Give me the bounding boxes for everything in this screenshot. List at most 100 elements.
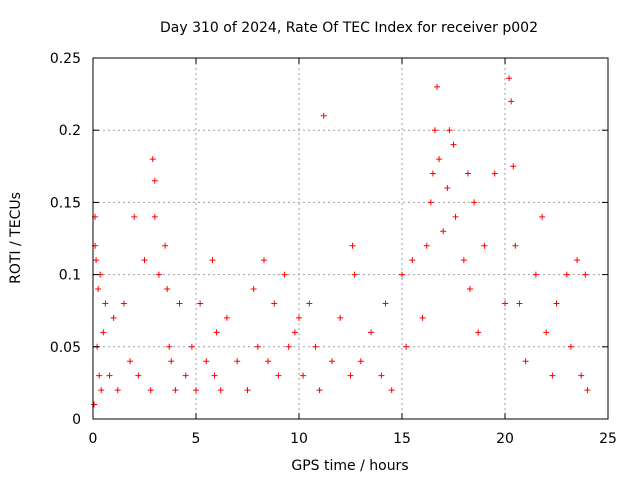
data-point [502, 300, 508, 307]
data-point [522, 358, 529, 365]
axis-tick-labels: 0 5 10 15 20 25 0 0.05 0.1 0.15 0.2 0.25 [50, 51, 617, 447]
data-point [172, 387, 179, 394]
data-point [135, 372, 142, 379]
data-point [254, 343, 261, 350]
data-point [508, 98, 515, 105]
data-point [312, 343, 319, 350]
y-tick-label: 0.05 [50, 340, 81, 356]
data-point [471, 199, 478, 206]
data-point [532, 271, 539, 278]
data-point [106, 372, 113, 379]
data-point [431, 127, 438, 134]
data-point [543, 329, 550, 336]
data-point [382, 300, 389, 307]
data-point [491, 170, 498, 177]
data-point [316, 387, 323, 394]
data-point [368, 329, 375, 336]
data-point [275, 372, 282, 379]
data-point [427, 199, 434, 206]
data-point [176, 300, 183, 307]
x-tick-label: 0 [89, 431, 98, 447]
data-point [337, 314, 344, 321]
data-point [553, 300, 560, 307]
data-point [193, 387, 199, 394]
data-point [110, 314, 117, 321]
data-point [127, 358, 134, 365]
data-point [450, 141, 457, 148]
data-point [446, 127, 453, 134]
data-point [300, 372, 307, 379]
data-point [423, 242, 430, 249]
y-tick-label: 0 [72, 412, 81, 428]
data-point [217, 387, 224, 394]
data-point [510, 163, 517, 170]
data-point [98, 387, 105, 394]
data-point [351, 271, 358, 278]
data-point [223, 314, 230, 321]
data-point [211, 372, 218, 379]
data-point [166, 343, 173, 350]
data-point [291, 329, 298, 336]
data-point [434, 83, 441, 90]
data-points [91, 75, 591, 408]
data-point [155, 271, 162, 278]
x-tick-label: 20 [496, 431, 514, 447]
data-point [93, 257, 100, 264]
x-tick-label: 10 [290, 431, 308, 447]
x-axis-label: GPS time / hours [291, 458, 408, 474]
data-point [578, 372, 585, 379]
data-point [452, 213, 459, 220]
data-point [460, 257, 467, 264]
data-point [512, 242, 519, 249]
data-point [197, 300, 204, 307]
axis-ticks [92, 57, 609, 420]
data-point [516, 300, 523, 307]
data-point [182, 372, 189, 379]
data-point [306, 300, 313, 307]
data-point [464, 170, 471, 177]
data-point [296, 314, 302, 321]
data-point [188, 343, 195, 350]
data-point [213, 329, 220, 336]
data-point [399, 271, 405, 278]
data-point [549, 372, 556, 379]
data-point [131, 213, 138, 220]
data-point [357, 358, 364, 365]
data-point [203, 358, 210, 365]
data-point [466, 286, 473, 293]
data-point [265, 358, 272, 365]
data-point [475, 329, 482, 336]
grid-lines [93, 58, 608, 419]
data-point [563, 271, 570, 278]
data-point [91, 401, 98, 408]
data-point [149, 156, 156, 163]
data-point [567, 343, 574, 350]
data-point [114, 387, 121, 394]
data-point [281, 271, 288, 278]
y-tick-label: 0.25 [50, 51, 81, 67]
data-point [582, 271, 589, 278]
data-point [164, 286, 171, 293]
data-point [388, 387, 395, 394]
data-point [436, 156, 443, 163]
data-point [584, 387, 591, 394]
data-point [481, 242, 488, 249]
data-point [429, 170, 436, 177]
data-point [403, 343, 410, 350]
data-point [162, 242, 169, 249]
data-point [539, 213, 546, 220]
data-point [120, 300, 127, 307]
y-axis-label: ROTI / TECUs [8, 192, 24, 284]
data-point [168, 358, 175, 365]
data-point [95, 286, 102, 293]
data-point [260, 257, 267, 264]
data-point [141, 257, 148, 264]
data-point [100, 329, 107, 336]
data-point [349, 242, 356, 249]
data-point [96, 372, 103, 379]
data-point [209, 257, 216, 264]
x-tick-label: 15 [393, 431, 411, 447]
y-tick-label: 0.1 [59, 268, 81, 284]
plot-frame [92, 57, 609, 420]
